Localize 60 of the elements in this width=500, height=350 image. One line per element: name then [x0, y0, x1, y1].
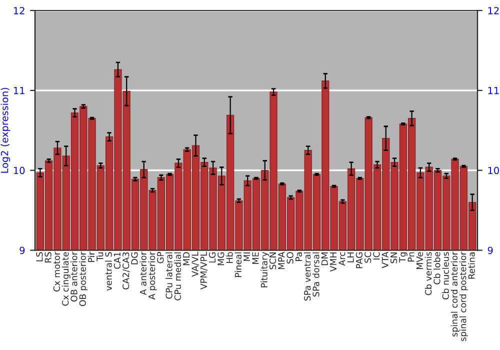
- y-axis-title: Log2 (expression): [0, 88, 10, 173]
- x-tick-label: MVe: [416, 252, 423, 270]
- x-tick-label: VMH: [330, 252, 336, 272]
- x-tick-label: Pa: [296, 252, 302, 262]
- x-tick-label: LG: [208, 252, 216, 262]
- x-tick-label: Cb lobe: [434, 252, 440, 284]
- y-tick-label: 9: [20, 246, 25, 254]
- x-tick-label: Pituitary: [260, 252, 270, 288]
- x-tick-label: SCN: [269, 252, 276, 270]
- y-tick-label: 12: [14, 6, 24, 14]
- x-tick-label: SO: [286, 252, 294, 264]
- y-tick-label: 11: [14, 87, 24, 94]
- x-tick-label: spinal cord anterior: [450, 252, 460, 336]
- x-tick-label: OB posterior: [79, 252, 88, 306]
- x-tick-label: Pineal: [234, 252, 242, 278]
- x-tick-label: CPu lateral: [166, 252, 172, 299]
- x-tick-label: SPa dorsal: [312, 252, 320, 296]
- x-tick-label: CA1: [114, 252, 121, 269]
- x-tick-label: IC: [373, 252, 380, 260]
- x-tick-label: OB anterior: [70, 252, 78, 302]
- x-tick-label: Cx motor: [53, 252, 60, 292]
- x-tick-label: VA/VL: [192, 252, 199, 277]
- x-tick-label: PAG: [356, 252, 362, 268]
- x-tick-label: RS: [44, 252, 52, 262]
- x-tick-label: A anterior: [140, 252, 146, 296]
- y2-tick-label: 12: [488, 6, 499, 14]
- x-tick-label: ventral S: [105, 252, 112, 291]
- x-tick-label: SN: [390, 252, 398, 264]
- x-tick-label: spinal cord posterior: [459, 252, 468, 342]
- x-tick-label: Tu: [96, 252, 104, 262]
- x-tick-label: CA2/CA3: [122, 252, 130, 290]
- x-tick-label: Tg: [399, 252, 408, 263]
- x-tick-label: Cb nucleus: [442, 252, 449, 300]
- x-tick-label: Pir: [88, 252, 94, 262]
- x-tick-label: VTA: [382, 252, 388, 268]
- y2-tick-label: 10: [488, 166, 499, 174]
- x-tick-label: LS: [36, 252, 43, 262]
- y2-tick-label: 9: [488, 246, 493, 254]
- x-tick-label: SC: [364, 252, 372, 263]
- x-tick-label: Cx cingulate: [62, 252, 70, 306]
- x-tick-label: ME: [252, 252, 259, 264]
- x-tick-label: SPa ventral: [304, 252, 311, 301]
- x-tick-label: MPA: [278, 252, 285, 270]
- x-tick-label: GP: [157, 252, 164, 264]
- x-tick-label: MI: [244, 252, 250, 261]
- x-tick-label: LH: [347, 252, 354, 262]
- y-tick-label: 10: [14, 166, 25, 174]
- x-tick-label: MD: [183, 252, 190, 266]
- x-tick-label: Cb vermis: [424, 252, 432, 296]
- x-tick-label: Arc: [338, 252, 346, 266]
- x-tick-label: DM: [321, 252, 328, 266]
- x-tick-label: Hb: [226, 252, 233, 263]
- x-tick-label: A posterior: [148, 252, 157, 300]
- x-tick-label: Pn: [408, 252, 414, 262]
- x-tick-label: DG: [131, 252, 138, 264]
- x-tick-label: VPM/VPL: [200, 252, 208, 290]
- y2-tick-label: 11: [488, 87, 499, 94]
- x-tick-label: Retina: [468, 252, 475, 279]
- x-tick-label: MG: [218, 252, 224, 266]
- x-tick-label: CPu medial: [174, 252, 182, 300]
